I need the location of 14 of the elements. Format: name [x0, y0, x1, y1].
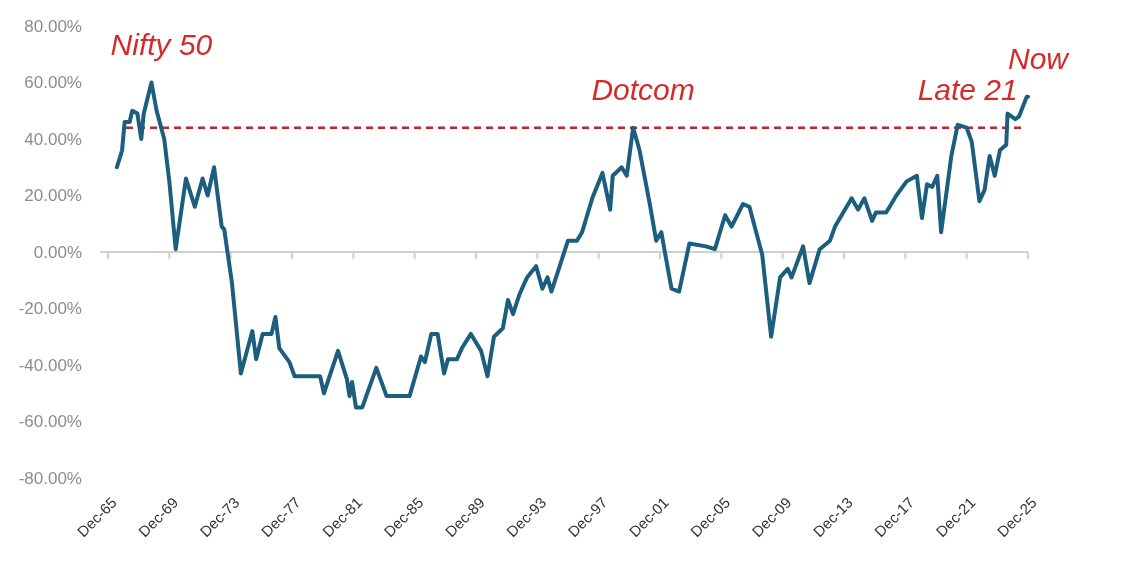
y-tick-label: -80.00%	[18, 468, 82, 488]
y-tick-label: 80.00%	[24, 16, 82, 36]
y-tick-label: 60.00%	[24, 73, 82, 93]
y-tick-label: 40.00%	[24, 129, 82, 149]
y-tick-label: -20.00%	[18, 299, 82, 319]
annotation: Now	[1007, 41, 1071, 75]
y-tick-label: 20.00%	[24, 186, 82, 206]
y-tick-label: -60.00%	[18, 412, 82, 432]
annotation: Late 21	[917, 72, 1018, 106]
annotation: Dotcom	[591, 72, 695, 106]
y-tick-label: 0.00%	[33, 242, 82, 262]
line-series	[114, 80, 1030, 410]
y-tick-label: -40.00%	[18, 355, 82, 375]
annotation: Nifty 50	[110, 27, 213, 61]
